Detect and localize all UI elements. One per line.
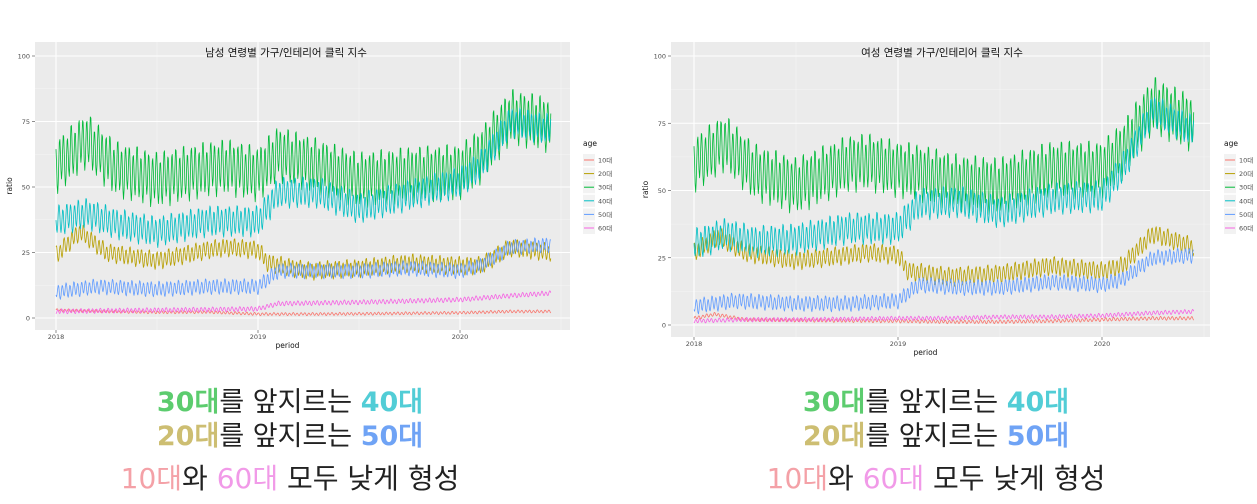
- y-tick-label: 100: [654, 53, 666, 61]
- series-line-50대: [55, 237, 552, 300]
- x-tick-label: 2020: [1094, 340, 1111, 348]
- caption-line-3: 10대와 60대 모두 낮게 형성: [656, 462, 1216, 496]
- series-line-40대: [55, 107, 552, 249]
- x-axis-title: period: [276, 341, 300, 350]
- y-tick-label: 50: [658, 187, 666, 195]
- legend-label: 10대: [1239, 157, 1253, 165]
- y-tick-label: 25: [22, 249, 30, 257]
- caption-text: 와: [182, 462, 217, 495]
- caption-line-2: 20대를 앞지르는 50대: [10, 420, 570, 454]
- x-tick-label: 2020: [452, 333, 469, 341]
- caption-line-1: 30대를 앞지르는 40대: [656, 386, 1216, 420]
- y-tick-label: 25: [658, 254, 666, 262]
- x-tick-label: 2019: [890, 340, 907, 348]
- caption-text: 를 앞지르는: [865, 387, 1007, 418]
- legend-label: 60대: [598, 225, 612, 233]
- y-axis-title: ratio: [641, 180, 650, 198]
- x-axis-title: period: [914, 348, 938, 357]
- legend-label: 40대: [598, 197, 612, 205]
- chart-female: 0 25 50 75 100 2018 2019 2020 period ratio 여성 연령별 …: [641, 42, 1253, 357]
- caption-60: 60대: [216, 462, 279, 495]
- caption-40: 40대: [1006, 387, 1070, 418]
- y-tick-label: 0: [662, 322, 666, 330]
- legend-label: 10대: [598, 157, 612, 165]
- y-tick-label: 50: [22, 184, 30, 192]
- caption-line-1: 30대를 앞지르는 40대: [10, 386, 570, 420]
- legend-label: 20대: [598, 170, 612, 178]
- legend-label: 60대: [1239, 225, 1253, 233]
- plot-panel: [671, 42, 1210, 337]
- legend-label: 30대: [598, 184, 612, 192]
- caption-text: 를 앞지르는: [219, 421, 361, 452]
- caption-50: 50대: [1006, 421, 1070, 452]
- series-line-60대: [693, 308, 1195, 324]
- legend-label: 50대: [598, 211, 612, 219]
- y-axis-title: ratio: [5, 177, 14, 195]
- caption-female: 30대를 앞지르는 40대 20대를 앞지르는 50대 10대와 60대 모두 …: [656, 386, 1216, 496]
- caption-text: 와: [828, 462, 863, 495]
- caption-text: 를 앞지르는: [865, 421, 1007, 452]
- legend-title: age: [1224, 139, 1238, 148]
- caption-male: 30대를 앞지르는 40대 20대를 앞지르는 50대 10대와 60대 모두 …: [10, 386, 570, 496]
- caption-60: 60대: [862, 462, 925, 495]
- legend-title: age: [583, 139, 597, 148]
- caption-10: 10대: [766, 462, 829, 495]
- caption-20: 20대: [802, 421, 866, 452]
- series-line-50대: [693, 247, 1194, 315]
- caption-text: 모두 낮게 형성: [278, 462, 460, 495]
- series-group: [693, 77, 1195, 325]
- caption-20: 20대: [156, 421, 220, 452]
- series-line-60대: [55, 290, 552, 315]
- caption-line-3: 10대와 60대 모두 낮게 형성: [10, 462, 570, 496]
- chart-title: 남성 연령별 가구/인테리어 클릭 지수: [205, 47, 367, 59]
- x-tick-label: 2019: [250, 333, 267, 341]
- legend-label: 40대: [1239, 197, 1253, 205]
- caption-30: 30대: [156, 387, 220, 418]
- caption-40: 40대: [360, 387, 424, 418]
- legend-label: 30대: [1239, 184, 1253, 192]
- x-tick-label: 2018: [686, 340, 703, 348]
- series-group: [55, 89, 552, 317]
- caption-50: 50대: [360, 421, 424, 452]
- chart-male: 0 25 50 75 100 2018 2019 2020 period ratio 남성 연령별 …: [5, 42, 612, 350]
- legend-label: 20대: [1239, 170, 1253, 178]
- x-tick-label: 2018: [48, 333, 65, 341]
- y-tick-label: 100: [18, 53, 30, 61]
- y-tick-label: 0: [26, 315, 30, 323]
- chart-title: 여성 연령별 가구/인테리어 클릭 지수: [861, 47, 1023, 59]
- caption-10: 10대: [120, 462, 183, 495]
- y-tick-label: 75: [658, 120, 666, 128]
- series-line-40대: [693, 97, 1195, 259]
- caption-text: 모두 낮게 형성: [924, 462, 1106, 495]
- y-tick-label: 75: [22, 118, 30, 126]
- caption-line-2: 20대를 앞지르는 50대: [656, 420, 1216, 454]
- series-line-10대: [55, 308, 552, 317]
- caption-text: 를 앞지르는: [219, 387, 361, 418]
- caption-30: 30대: [802, 387, 866, 418]
- legend-label: 50대: [1239, 211, 1253, 219]
